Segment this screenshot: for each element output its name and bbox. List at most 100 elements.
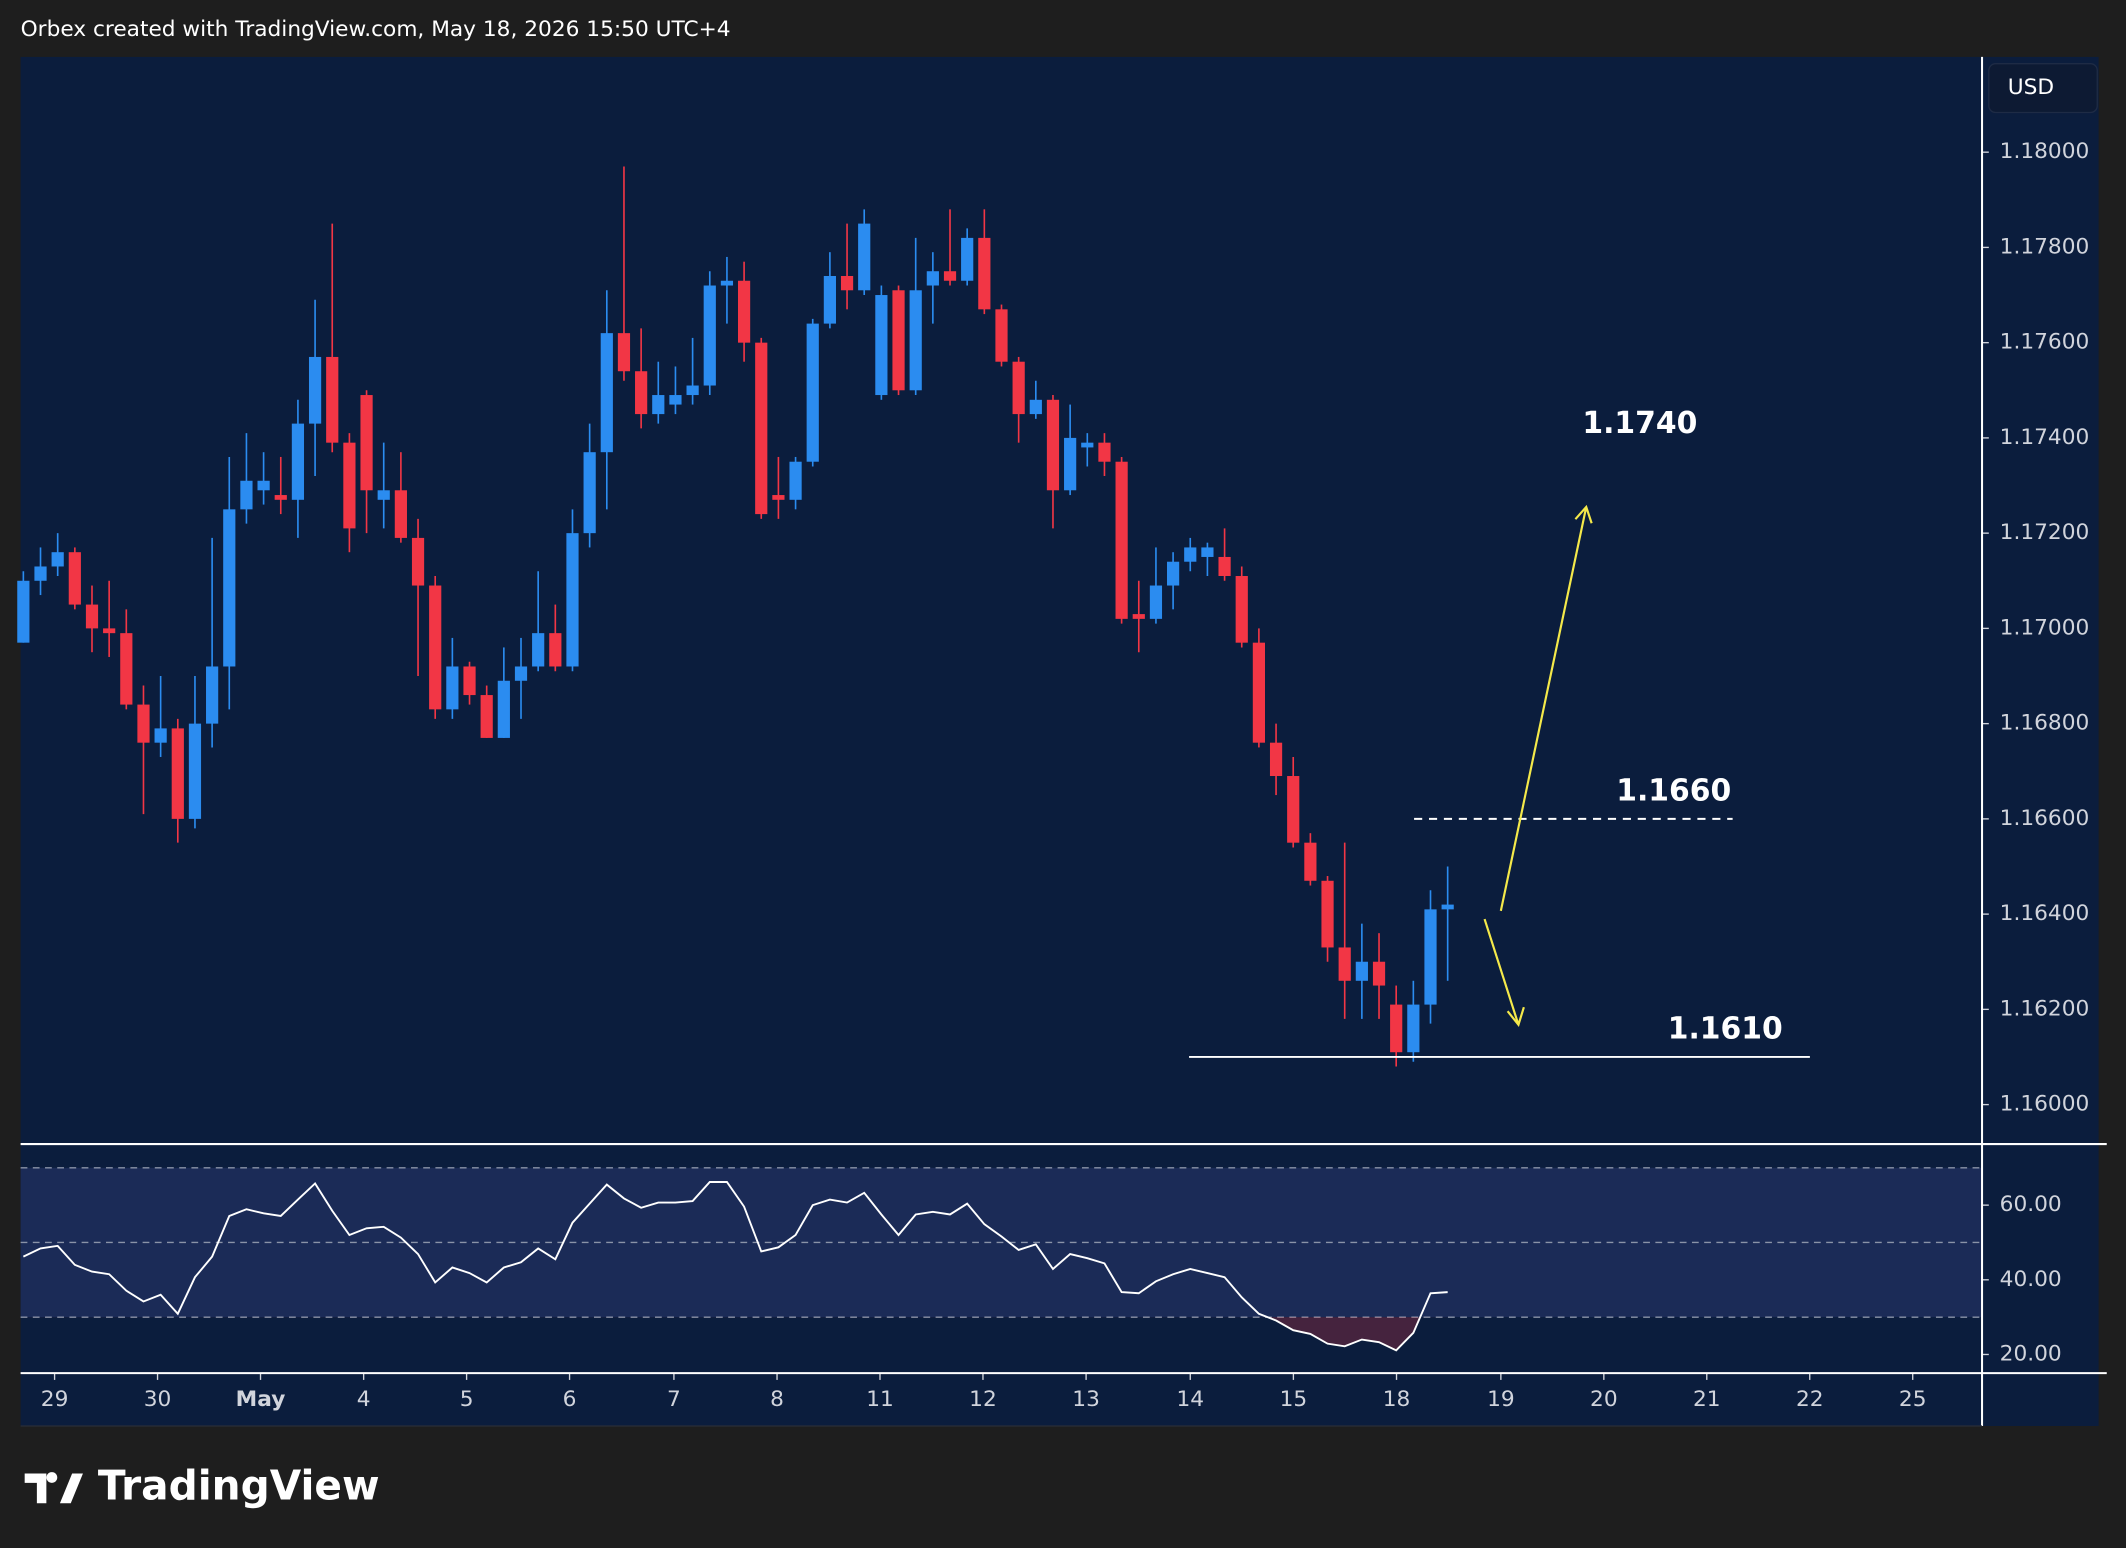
- candle-body: [1287, 776, 1300, 843]
- level-label: 1.1610: [1668, 1011, 1783, 1046]
- y-tick-label: 1.18000: [2000, 139, 2090, 164]
- candle-body: [1029, 399, 1042, 415]
- candle-body: [669, 395, 682, 405]
- candle-body: [85, 604, 99, 629]
- candle-body: [1338, 947, 1351, 981]
- candle-body: [68, 552, 81, 605]
- candle-body: [1098, 442, 1111, 462]
- x-tick-label: 25: [1899, 1387, 1927, 1412]
- oversold-fill: [23, 1317, 1448, 1351]
- x-tick-label: 15: [1280, 1387, 1308, 1412]
- candle-body: [223, 509, 236, 667]
- rsi-pane: 20.00 40.00 60.00: [20, 1167, 2062, 1366]
- candle-body: [1081, 442, 1094, 448]
- candle-body: [1355, 961, 1368, 981]
- candle-body: [549, 633, 562, 667]
- candle-body: [1184, 547, 1197, 562]
- arrow-down: [1483, 918, 1520, 1026]
- candle-body: [446, 666, 459, 710]
- arrow-head: [1506, 1006, 1525, 1028]
- candle-body: [103, 628, 116, 634]
- x-tick-label: 19: [1487, 1387, 1515, 1412]
- x-tick-label: 29: [41, 1387, 69, 1412]
- candle-body: [1201, 547, 1214, 557]
- candle-body: [120, 633, 133, 705]
- candle-body: [1372, 961, 1386, 986]
- candle-body: [480, 695, 493, 738]
- y-tick-label: 1.17600: [2000, 330, 2090, 355]
- candle-body: [1304, 842, 1317, 881]
- candle-body: [617, 333, 631, 372]
- arrows: [1483, 504, 1593, 1028]
- x-tick-label: 6: [563, 1387, 577, 1412]
- candle-body: [926, 271, 939, 286]
- candle-body: [154, 728, 167, 743]
- y-tick-label: 1.17800: [2000, 234, 2090, 259]
- x-tick-label: 4: [357, 1387, 371, 1412]
- candle-body: [240, 480, 253, 510]
- candle-body: [51, 552, 64, 567]
- candle-body: [188, 723, 202, 819]
- candle-body: [360, 395, 373, 491]
- header-text: Orbex created with TradingView.com, May …: [21, 17, 731, 42]
- rsi-line: [22, 1181, 1448, 1352]
- candle-body: [875, 295, 888, 396]
- candle-body: [1064, 437, 1077, 491]
- x-tick-label: 12: [969, 1387, 997, 1412]
- candle-body: [755, 342, 768, 515]
- candle-body: [995, 309, 1008, 362]
- currency-box[interactable]: [1988, 63, 2098, 114]
- y-tick-label: 1.16800: [2000, 711, 2090, 736]
- y-tick-label: 1.17200: [2000, 520, 2090, 545]
- candle-body: [411, 537, 425, 586]
- candle-body: [686, 385, 699, 396]
- target-label: 1.1740: [1582, 406, 1697, 441]
- x-tick-label: 20: [1590, 1387, 1618, 1412]
- candle-body: [514, 666, 528, 681]
- candle-body: [394, 490, 407, 538]
- candle-body: [909, 290, 922, 391]
- candle-body: [600, 333, 613, 453]
- candle-body: [892, 290, 905, 391]
- candle-body: [737, 280, 751, 343]
- candle-body: [635, 371, 648, 415]
- candle-body: [137, 704, 150, 743]
- x-tick-label: 14: [1176, 1387, 1204, 1412]
- x-tick-label: 22: [1796, 1387, 1824, 1412]
- x-tick-label: 13: [1072, 1387, 1100, 1412]
- x-tick-label: 8: [770, 1387, 784, 1412]
- candle-body: [566, 533, 579, 667]
- candle-body: [429, 585, 442, 710]
- candle-body: [17, 580, 30, 643]
- arrow-up: [1499, 506, 1588, 912]
- y-tick-label: 1.16000: [2000, 1092, 2090, 1117]
- candle-body: [274, 495, 287, 500]
- y-tick-label: 1.16600: [2000, 806, 2090, 831]
- candle-body: [1269, 742, 1283, 777]
- candle-body: [978, 237, 991, 310]
- candle-body: [1218, 556, 1231, 577]
- x-tick-label: 21: [1693, 1387, 1721, 1412]
- candle-body: [806, 323, 819, 462]
- candle-body: [1321, 880, 1334, 948]
- y-tick-label: 1.17400: [2000, 425, 2090, 450]
- candle-body: [943, 271, 957, 281]
- candle-body: [789, 461, 802, 500]
- candle-body: [1235, 576, 1248, 643]
- candle-body: [703, 285, 716, 386]
- x-tick-label: 5: [460, 1387, 474, 1412]
- candle-body: [583, 452, 596, 534]
- candle-body: [720, 280, 734, 286]
- candle-body: [1115, 461, 1128, 619]
- currency[interactable]: USD: [2008, 75, 2054, 100]
- logo-icon: [24, 1472, 83, 1504]
- candle-body: [532, 633, 545, 667]
- candle-body: [34, 566, 47, 581]
- candle-body: [1166, 561, 1180, 586]
- candle-body: [1390, 1004, 1403, 1053]
- level-label: 1.1660: [1616, 773, 1731, 808]
- candle-body: [257, 480, 270, 491]
- price-pane: 1.16000 1.16200 1.16400 1.16600 1.16800 1.170…: [17, 139, 2089, 1412]
- candle-body: [823, 275, 836, 324]
